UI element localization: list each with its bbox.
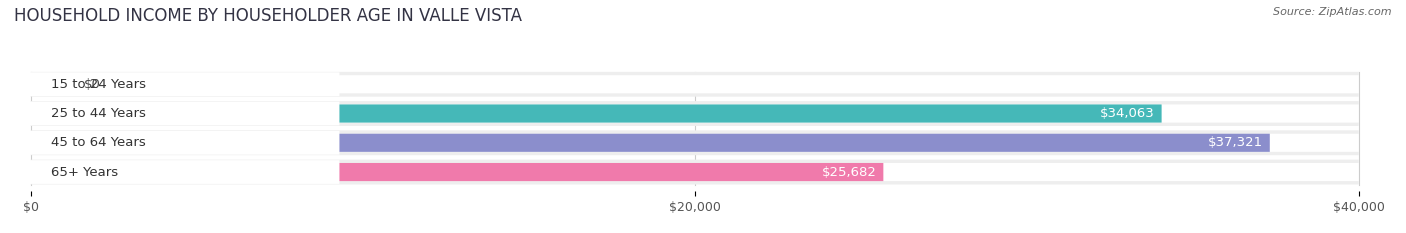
FancyBboxPatch shape — [24, 131, 339, 155]
FancyBboxPatch shape — [31, 163, 1358, 181]
Text: 65+ Years: 65+ Years — [51, 165, 118, 178]
Text: 15 to 24 Years: 15 to 24 Years — [51, 78, 146, 91]
Text: 45 to 64 Years: 45 to 64 Years — [51, 136, 145, 149]
Text: $25,682: $25,682 — [823, 165, 877, 178]
FancyBboxPatch shape — [31, 101, 1358, 126]
FancyBboxPatch shape — [31, 134, 1270, 152]
FancyBboxPatch shape — [31, 104, 1358, 123]
FancyBboxPatch shape — [31, 104, 1161, 123]
FancyBboxPatch shape — [31, 163, 883, 181]
FancyBboxPatch shape — [31, 160, 1358, 185]
Text: Source: ZipAtlas.com: Source: ZipAtlas.com — [1274, 7, 1392, 17]
Text: $34,063: $34,063 — [1101, 107, 1154, 120]
FancyBboxPatch shape — [24, 102, 339, 125]
FancyBboxPatch shape — [24, 72, 339, 96]
FancyBboxPatch shape — [31, 75, 1358, 93]
FancyBboxPatch shape — [24, 160, 339, 184]
FancyBboxPatch shape — [31, 134, 1358, 152]
Text: 25 to 44 Years: 25 to 44 Years — [51, 107, 145, 120]
Text: $37,321: $37,321 — [1208, 136, 1263, 149]
Text: HOUSEHOLD INCOME BY HOUSEHOLDER AGE IN VALLE VISTA: HOUSEHOLD INCOME BY HOUSEHOLDER AGE IN V… — [14, 7, 522, 25]
FancyBboxPatch shape — [31, 72, 1358, 97]
Text: $0: $0 — [84, 78, 101, 91]
FancyBboxPatch shape — [31, 130, 1358, 155]
